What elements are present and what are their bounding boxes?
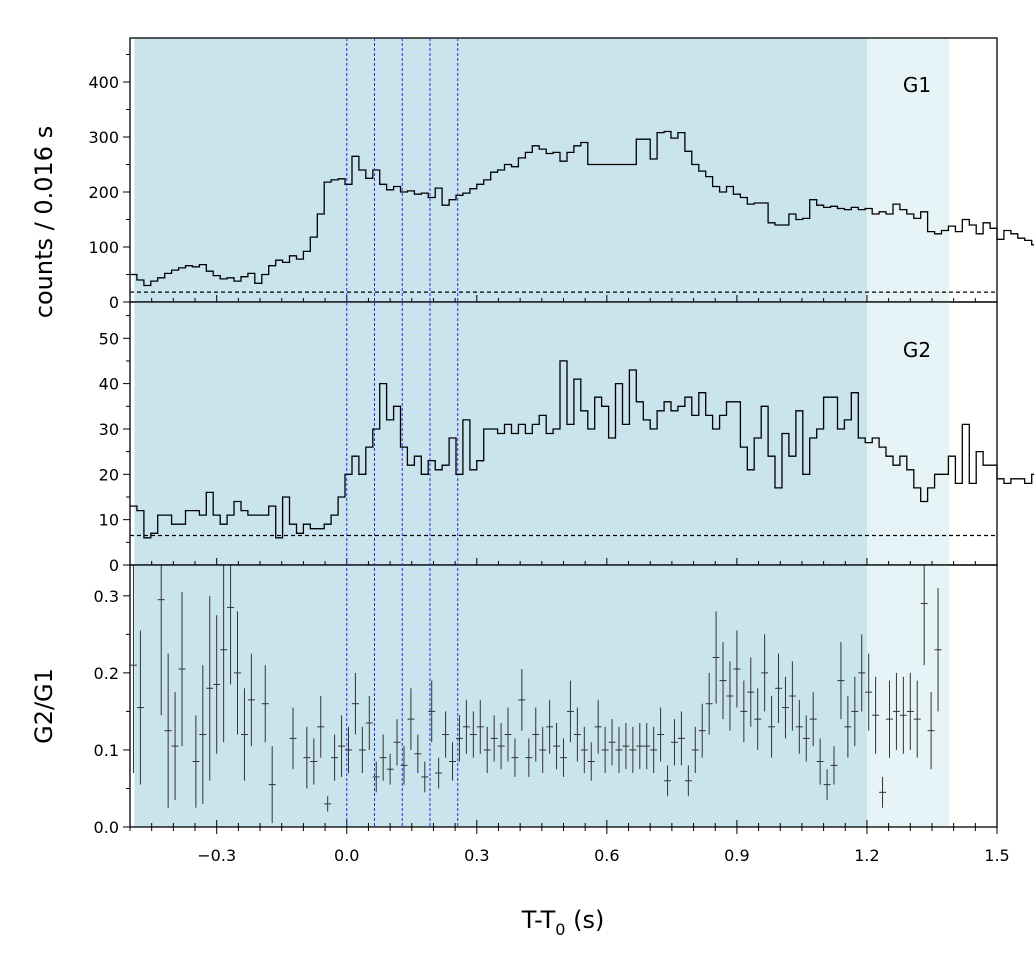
ratio-ylabel: G2/G1 [30,668,58,744]
y-tick-label: 100 [88,238,119,257]
y-tick-label: 0 [109,556,119,575]
y-tick-label: 300 [88,128,119,147]
y-tick-label: 10 [99,511,119,530]
y-tick-label: 50 [99,329,119,348]
x-tick-label: 0.6 [594,846,619,865]
x-axis-label: T-T0 (s) [521,906,605,939]
x-tick-label: 1.5 [984,846,1009,865]
x-tick-label: 0.3 [464,846,489,865]
y-tick-label: 30 [99,420,119,439]
shaded-interval-main [134,565,867,827]
panel-label-g1: G1 [903,73,931,97]
y-tick-label: 20 [99,465,119,484]
x-axis-label-subscript: 0 [555,920,565,939]
y-tick-label: 40 [99,375,119,394]
y-tick-label: 0.2 [94,664,119,683]
lightcurve-step-g2 [130,360,1034,539]
panel-g2: 0 10 20 30 40 50 [99,301,1034,575]
panel-ratio: 0.0 0.1 0.2 0.3 −0.3 0.0 0.3 0.6 0.9 1.2 1.5 [94,564,1010,865]
y-tick-label: 0.1 [94,741,119,760]
shaded-interval-light [866,302,950,565]
panel-label-g2: G2 [903,338,931,362]
panel-g1: 0 100 200 300 400 [88,37,1034,312]
shaded-interval-light [866,565,950,827]
shared-ylabel: counts / 0.016 s [30,126,58,318]
vertical-marker-lines [346,38,459,827]
x-tick-label: 0.0 [334,846,359,865]
y-tick-label: 0.0 [94,818,119,837]
y-tick-label: 0 [109,293,119,312]
x-tick-label: 0.9 [724,846,749,865]
y-tick-label: 200 [88,183,119,202]
y-tick-label: 400 [88,73,119,92]
shaded-interval-light [866,38,950,302]
x-tick-label: −0.3 [197,846,236,865]
lightcurve-step-g1 [130,130,1034,287]
y-tick-label: 0.3 [94,587,119,606]
x-tick-label: 1.2 [854,846,879,865]
